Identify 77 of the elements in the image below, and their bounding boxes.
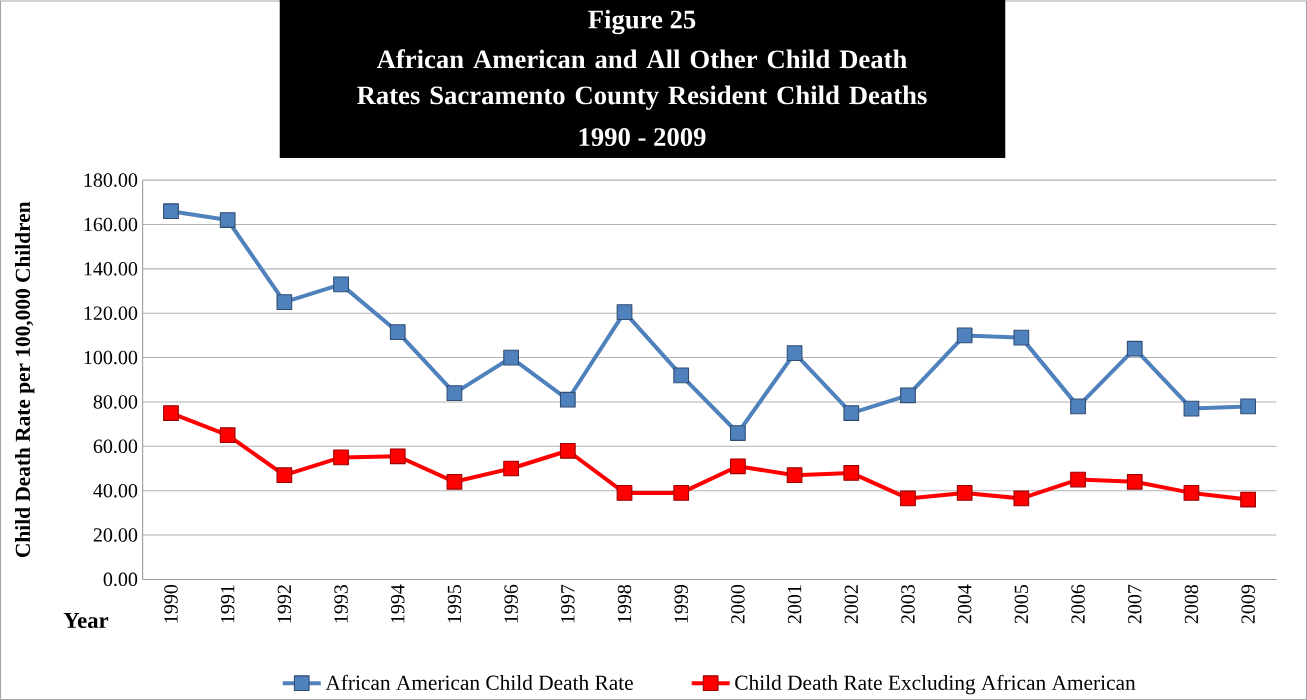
point <box>1126 340 1143 357</box>
point <box>673 485 690 501</box>
x-tick-label: 2005 <box>1014 584 1029 624</box>
x-tick-label: 1990 <box>164 584 178 623</box>
point <box>276 467 293 484</box>
point <box>503 460 520 477</box>
point <box>1126 473 1143 490</box>
y-tick-label: 120.00 <box>84 306 138 321</box>
point <box>163 405 179 421</box>
x-axis-title: Year <box>63 612 109 629</box>
x-tick-label: 1997 <box>561 584 575 623</box>
point <box>219 427 236 444</box>
point <box>503 349 520 366</box>
legend-label: African American Child Death Rate <box>325 674 633 690</box>
point <box>730 425 746 441</box>
x-tick-label: 1998 <box>617 584 632 623</box>
x-tick-label: 1995 <box>447 584 462 623</box>
y-tick-label: 140.00 <box>84 262 138 276</box>
x-tick-label: 2003 <box>901 584 915 624</box>
x-tick-label: 2004 <box>957 584 972 624</box>
point <box>219 212 236 228</box>
point <box>616 485 633 501</box>
point <box>956 485 973 501</box>
legend-label: Child Death Rate Excluding African American <box>735 674 1136 695</box>
point <box>1070 398 1086 415</box>
point <box>333 449 349 466</box>
y-tick-label: 20.00 <box>93 528 138 542</box>
y-tick-label: 100.00 <box>84 350 138 365</box>
point <box>389 324 406 340</box>
x-tick-label: 2008 <box>1184 584 1199 624</box>
point <box>446 385 463 401</box>
x-tick-label: 1992 <box>277 585 292 623</box>
x-tick-label: 1999 <box>674 584 688 623</box>
point <box>616 304 633 320</box>
x-tick-label: 1991 <box>220 585 235 623</box>
y-tick-label: 40.00 <box>93 483 138 498</box>
chart-title: Figure 25 <box>588 9 696 35</box>
point <box>843 405 860 421</box>
y-tick-label: 60.00 <box>93 439 138 454</box>
point <box>559 442 576 459</box>
point <box>1183 400 1200 417</box>
y-tick-label: 80.00 <box>93 395 138 409</box>
chart-subtitle: African American and All Other Child Death Rates Sacramento County Resident Child Deaths <box>357 49 927 110</box>
point <box>446 473 463 490</box>
x-tick-label: 2001 <box>787 585 802 624</box>
x-tick-label: 2006 <box>1071 584 1085 624</box>
point <box>333 276 349 293</box>
x-tick-label: 1993 <box>334 584 348 623</box>
point <box>1240 491 1256 508</box>
point <box>1070 471 1086 488</box>
point <box>786 345 803 362</box>
y-axis-title: Child Death Rate per 100,000 Children <box>15 201 35 558</box>
point <box>786 467 803 484</box>
point <box>956 327 973 344</box>
point <box>900 490 916 507</box>
point <box>389 448 406 465</box>
x-tick-label: 1996 <box>504 584 518 623</box>
point <box>276 294 293 310</box>
point <box>730 458 746 475</box>
point <box>1013 490 1030 507</box>
point <box>843 465 860 481</box>
point <box>900 387 916 404</box>
point <box>673 367 690 384</box>
point <box>1183 485 1200 501</box>
point <box>1240 398 1256 415</box>
x-tick-label: 1994 <box>391 584 405 623</box>
x-tick-label: 2002 <box>844 585 859 624</box>
x-tick-label: 2000 <box>731 584 745 624</box>
text: 1990 - 2009 <box>579 128 706 147</box>
y-tick-label: 0.00 <box>103 572 138 587</box>
x-tick-label: 2009 <box>1241 584 1255 624</box>
x-tick-label: 2007 <box>1127 584 1142 624</box>
point <box>163 203 179 220</box>
point <box>1013 329 1030 346</box>
point <box>559 391 576 408</box>
y-tick-label: 180.00 <box>84 173 138 187</box>
y-tick-label: 160.00 <box>84 217 138 232</box>
